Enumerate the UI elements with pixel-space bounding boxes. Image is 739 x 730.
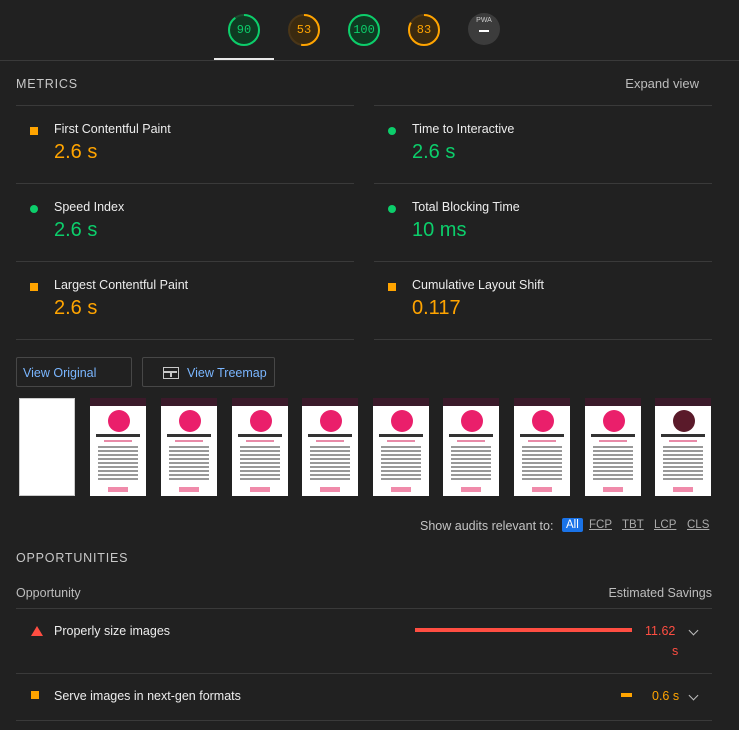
filter-fcp[interactable]: FCP bbox=[589, 519, 612, 531]
chevron-down-icon[interactable] bbox=[688, 625, 699, 636]
savings-bar bbox=[621, 693, 632, 697]
performance-score: 90 bbox=[236, 23, 252, 37]
average-square-icon bbox=[30, 127, 38, 135]
filmstrip-frame bbox=[232, 398, 288, 496]
gauge-ring bbox=[228, 14, 260, 46]
metric-value: 2.6 s bbox=[54, 141, 98, 163]
savings-value: 11.62 bbox=[645, 624, 676, 638]
average-square-icon bbox=[31, 691, 39, 699]
savings-value: 0.6 s bbox=[652, 689, 680, 703]
pass-circle-icon bbox=[30, 205, 38, 213]
score-bar: 90 53 100 83 PWA bbox=[0, 0, 739, 61]
treemap-icon bbox=[163, 367, 179, 379]
metric-value: 10 ms bbox=[412, 219, 467, 241]
filmstrip-frame bbox=[90, 398, 146, 496]
divider bbox=[16, 339, 354, 340]
filter-lcp[interactable]: LCP bbox=[654, 519, 677, 531]
filmstrip-frame bbox=[655, 398, 711, 496]
pass-circle-icon bbox=[388, 205, 396, 213]
pwa-badge[interactable]: PWA bbox=[468, 13, 500, 45]
metric-name: Largest Contentful Paint bbox=[54, 278, 189, 292]
opportunity-name: Serve images in next-gen formats bbox=[54, 689, 241, 703]
divider bbox=[374, 183, 712, 184]
metrics-title: METRICS bbox=[16, 77, 78, 91]
filmstrip-frame bbox=[161, 398, 217, 496]
gauge-ring bbox=[288, 14, 320, 46]
filmstrip-frame-blank bbox=[19, 398, 75, 496]
seo-gauge[interactable]: 83 bbox=[407, 13, 441, 47]
divider bbox=[16, 608, 712, 609]
average-square-icon bbox=[30, 283, 38, 291]
view-treemap-button[interactable]: View Treemap bbox=[142, 357, 275, 387]
filmstrip-frame bbox=[514, 398, 570, 496]
metric-name: Total Blocking Time bbox=[412, 200, 520, 214]
metric-name: Time to Interactive bbox=[412, 122, 515, 136]
button-label: View Treemap bbox=[187, 366, 267, 380]
expand-view-toggle[interactable]: Expand view bbox=[625, 76, 699, 91]
metric-value: 2.6 s bbox=[54, 297, 98, 319]
accessibility-score: 53 bbox=[296, 23, 312, 37]
gauge-ring bbox=[408, 14, 440, 46]
opportunity-name: Properly size images bbox=[54, 624, 171, 638]
seo-score: 83 bbox=[416, 23, 432, 37]
divider bbox=[16, 261, 354, 262]
filmstrip-frame bbox=[585, 398, 641, 496]
pwa-label: PWA bbox=[476, 17, 492, 24]
divider bbox=[374, 105, 712, 106]
best-practices-score: 100 bbox=[353, 23, 375, 37]
gauge-ring bbox=[348, 14, 380, 46]
filter-tbt[interactable]: TBT bbox=[622, 519, 644, 531]
savings-bar bbox=[415, 628, 632, 632]
metric-name: Speed Index bbox=[54, 200, 125, 214]
pass-circle-icon bbox=[388, 127, 396, 135]
filter-cls[interactable]: CLS bbox=[687, 519, 710, 531]
filmstrip-frame bbox=[373, 398, 429, 496]
opportunity-column-header: Opportunity bbox=[16, 586, 81, 600]
best-practices-gauge[interactable]: 100 bbox=[347, 13, 381, 47]
filter-all[interactable]: All bbox=[562, 518, 583, 532]
savings-column-header: Estimated Savings bbox=[608, 586, 712, 600]
pwa-dash-icon bbox=[479, 30, 489, 32]
chevron-down-icon[interactable] bbox=[688, 690, 699, 701]
divider bbox=[16, 183, 354, 184]
opportunities-title: OPPORTUNITIES bbox=[16, 551, 129, 565]
metric-name: Cumulative Layout Shift bbox=[412, 278, 545, 292]
divider bbox=[374, 261, 712, 262]
performance-gauge[interactable]: 90 bbox=[227, 13, 261, 47]
savings-unit: s bbox=[672, 644, 679, 658]
filmstrip-frame bbox=[302, 398, 358, 496]
metric-value: 2.6 s bbox=[54, 219, 98, 241]
divider bbox=[374, 339, 712, 340]
accessibility-gauge[interactable]: 53 bbox=[287, 13, 321, 47]
filmstrip-frame bbox=[443, 398, 499, 496]
audit-filter-label: Show audits relevant to: bbox=[420, 519, 554, 533]
fail-triangle-icon bbox=[31, 626, 43, 636]
divider bbox=[16, 105, 354, 106]
view-original-trace-button[interactable]: View Original Trace bbox=[16, 357, 132, 410]
average-square-icon bbox=[388, 283, 396, 291]
divider bbox=[16, 673, 712, 674]
metric-name: First Contentful Paint bbox=[54, 122, 171, 136]
divider bbox=[16, 720, 712, 721]
metric-value: 0.117 bbox=[412, 297, 461, 319]
active-tab-indicator bbox=[214, 58, 274, 60]
metric-value: 2.6 s bbox=[412, 141, 456, 163]
